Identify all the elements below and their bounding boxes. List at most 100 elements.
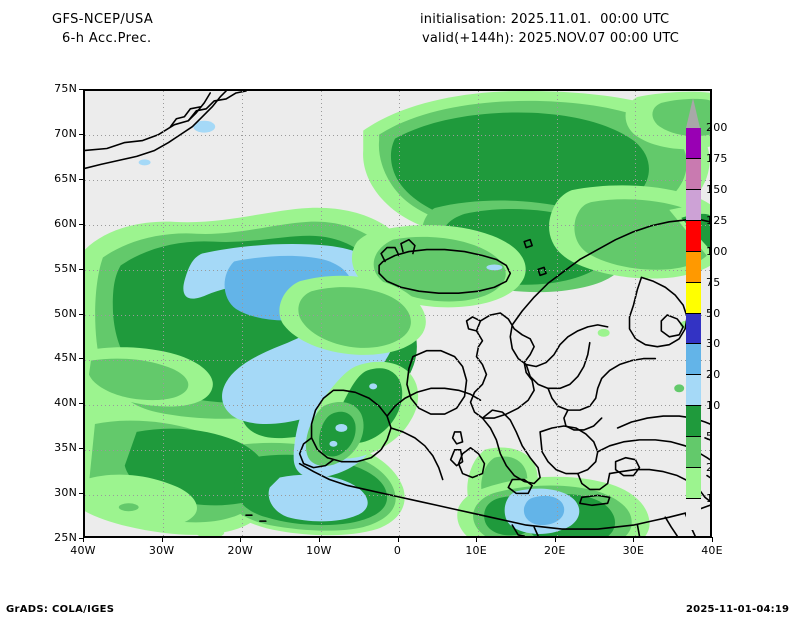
gridline-lat-65n <box>85 180 710 181</box>
x-tick-label-0: 0 <box>393 544 402 557</box>
y-tick-mark <box>79 89 84 90</box>
colorbar-label-5: 5 <box>706 430 714 444</box>
y-tick-label-50n: 50N <box>54 306 77 320</box>
x-tick-mark <box>318 537 320 542</box>
initialisation-time: initialisation: 2025.11.01. 00:00 UTC <box>420 12 670 27</box>
gridline-lat-55n <box>85 270 710 271</box>
x-tick-mark <box>397 537 399 542</box>
colorbar-divider <box>686 250 701 252</box>
y-tick-label-70n: 70N <box>54 126 77 140</box>
colorbar-label-2: 2 <box>706 461 714 475</box>
y-tick-mark <box>79 223 84 225</box>
header-left: GFS-NCEP/USA 6-h Acc.Prec. <box>52 10 153 48</box>
colorbar-divider <box>686 312 701 314</box>
y-tick-mark <box>79 403 84 405</box>
colorbar-label-30: 30 <box>706 337 721 351</box>
colorbar-band-8 <box>686 251 701 283</box>
gridline-lon-10e <box>478 91 479 536</box>
colorbar-divider <box>686 374 701 376</box>
colorbar[interactable] <box>686 97 701 530</box>
y-tick-mark <box>79 313 84 315</box>
colorbar-band-4 <box>686 375 701 407</box>
x-tick-mark <box>712 537 713 542</box>
gridline-lat-50n <box>85 315 710 316</box>
x-tick-label-20w: 20W <box>227 544 253 557</box>
colorbar-label-75: 75 <box>706 275 721 289</box>
coastline-overlay <box>85 91 710 536</box>
x-tick-label-40e: 40E <box>701 544 723 557</box>
model-name: GFS-NCEP/USA <box>52 12 154 27</box>
colorbar-label-20: 20 <box>706 368 721 382</box>
gridline-lon-30w <box>163 91 164 536</box>
colorbar-divider <box>686 498 701 500</box>
colorbar-label-10: 10 <box>706 399 721 413</box>
gridline-lon-0 <box>399 91 400 536</box>
x-tick-label-30w: 30W <box>148 544 175 557</box>
y-tick-label-75n: 75N <box>54 82 77 95</box>
colorbar-label-200: 200 <box>706 120 728 134</box>
gridline-lat-30n <box>85 495 710 496</box>
colorbar-label-1: 1 <box>706 492 714 506</box>
colorbar-divider <box>686 281 701 283</box>
header-right: initialisation: 2025.11.01. 00:00 UTC va… <box>420 10 679 48</box>
x-tick-label-10e: 10E <box>465 544 487 557</box>
gridline-lat-40n <box>85 405 710 406</box>
y-tick-mark <box>79 133 84 135</box>
x-tick-mark <box>633 537 635 542</box>
gridline-lon-30e <box>635 91 636 536</box>
y-tick-mark <box>79 268 84 270</box>
colorbar-band-9 <box>686 220 701 252</box>
y-tick-mark <box>79 538 84 539</box>
field-name: 6-h Acc.Prec. <box>62 31 152 46</box>
gridline-lat-70n <box>85 135 710 136</box>
x-tick-label-20e: 20E <box>543 544 566 557</box>
colorbar-band-11 <box>686 158 701 190</box>
y-tick-label-45n: 45N <box>54 351 77 365</box>
x-tick-mark <box>161 537 163 542</box>
render-timestamp: 2025-11-01-04:19 <box>686 604 790 615</box>
colorbar-divider <box>686 157 701 159</box>
colorbar-divider <box>686 467 701 469</box>
x-tick-mark <box>83 537 84 542</box>
colorbar-band-3 <box>686 406 701 438</box>
map-plot-area[interactable] <box>83 89 712 538</box>
y-tick-label-30n: 30N <box>54 486 77 500</box>
colorbar-divider <box>686 343 701 345</box>
colorbar-divider <box>686 188 701 190</box>
colorbar-divider <box>686 219 701 221</box>
x-tick-mark <box>476 537 478 542</box>
colorbar-label-150: 150 <box>706 182 728 196</box>
gridline-lon-20e <box>557 91 558 536</box>
colorbar-label-100: 100 <box>706 244 728 258</box>
colorbar-divider <box>686 436 701 438</box>
gridline-lon-20w <box>242 91 243 536</box>
credit-label: GrADS: COLA/IGES <box>6 604 115 615</box>
gridline-lat-60n <box>85 225 710 226</box>
y-tick-label-40n: 40N <box>54 396 77 410</box>
colorbar-band-6 <box>686 313 701 345</box>
colorbar-band-0 <box>686 499 701 530</box>
y-tick-mark <box>79 448 84 450</box>
gridline-lat-45n <box>85 360 710 361</box>
y-tick-label-65n: 65N <box>54 171 77 185</box>
colorbar-label-50: 50 <box>706 306 721 320</box>
x-tick-label-30e: 30E <box>622 544 645 557</box>
y-tick-label-60n: 60N <box>54 216 77 230</box>
valid-time: valid(+144h): 2025.NOV.07 00:00 UTC <box>422 31 680 46</box>
gridline-lon-10w <box>321 91 322 536</box>
gridline-lat-35n <box>85 450 710 451</box>
x-tick-mark <box>240 537 242 542</box>
colorbar-band-12 <box>686 127 701 159</box>
x-tick-mark <box>554 537 556 542</box>
colorbar-divider <box>686 405 701 407</box>
colorbar-label-125: 125 <box>706 213 728 227</box>
y-tick-label-25n: 25N <box>54 531 77 544</box>
y-tick-label-35n: 35N <box>54 441 77 455</box>
y-tick-mark <box>79 178 84 180</box>
colorbar-band-1 <box>686 468 701 500</box>
colorbar-band-above-max <box>686 97 700 128</box>
y-tick-mark <box>79 358 84 360</box>
x-tick-label-40w: 40W <box>70 544 96 557</box>
colorbar-label-175: 175 <box>706 151 728 165</box>
colorbar-band-2 <box>686 437 701 469</box>
